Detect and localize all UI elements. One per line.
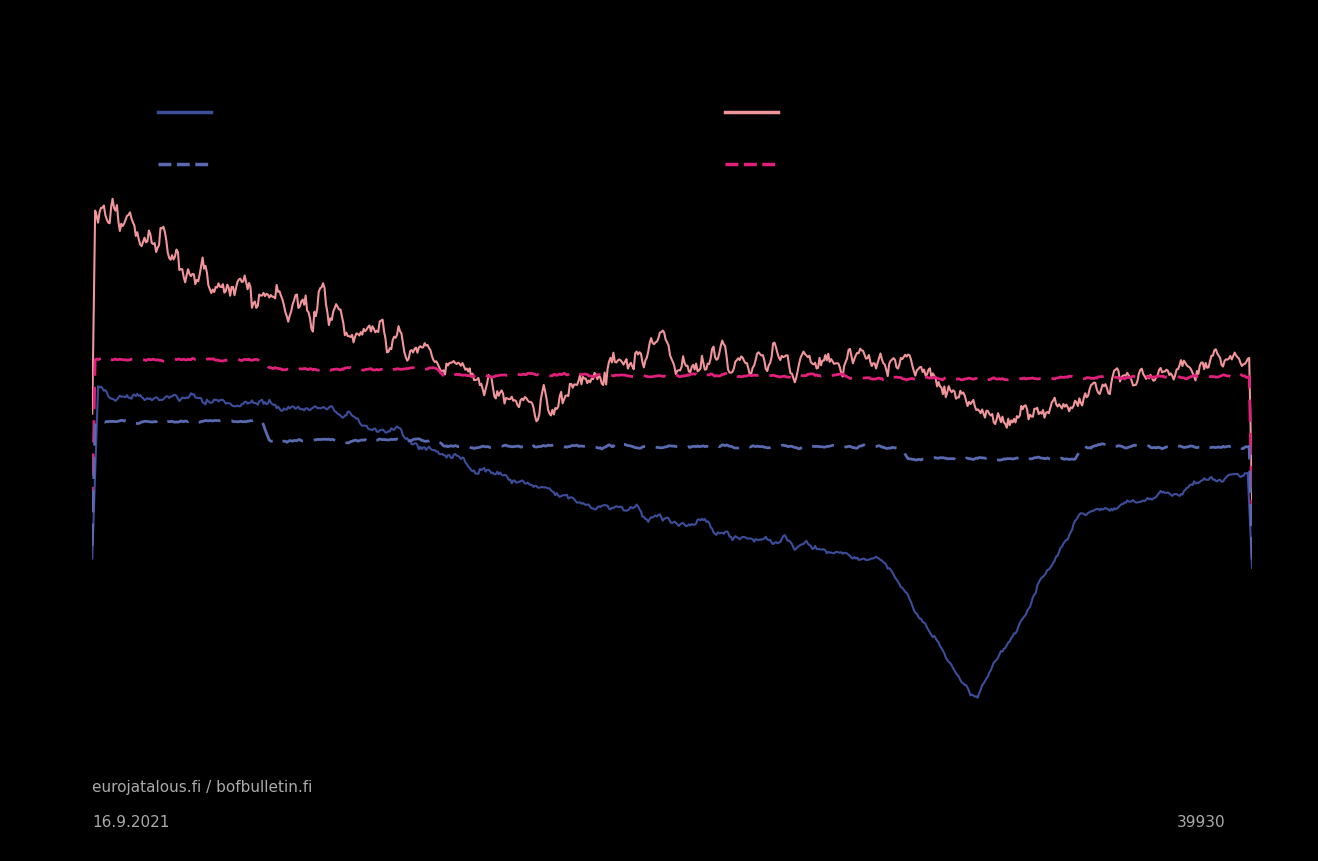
Text: eurojatalous.fi / bofbulletin.fi: eurojatalous.fi / bofbulletin.fi	[92, 780, 312, 795]
Text: 16.9.2021: 16.9.2021	[92, 815, 170, 829]
Text: 39930: 39930	[1177, 815, 1226, 829]
